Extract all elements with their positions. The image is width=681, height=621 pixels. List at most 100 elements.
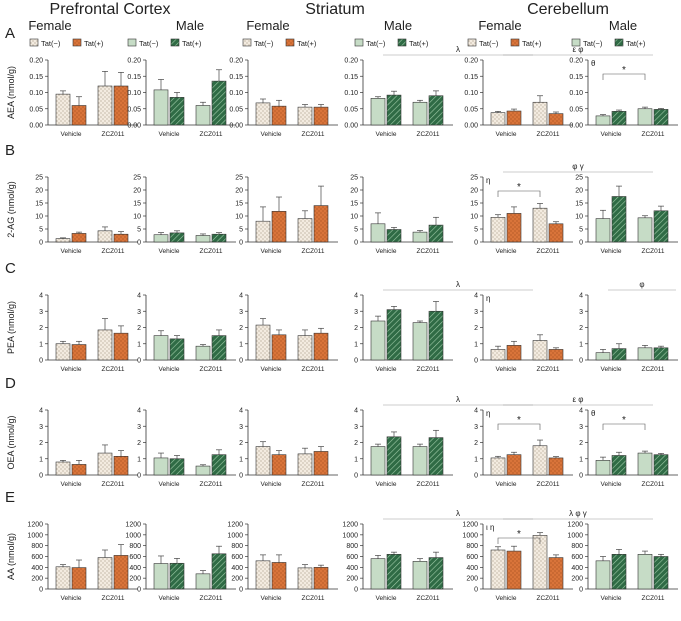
y-tick-label: 800 xyxy=(571,543,583,550)
y-tick-label: 5 xyxy=(239,227,243,234)
y-tick-label: 800 xyxy=(231,543,243,550)
y-tick-label: 400 xyxy=(231,565,243,572)
x-tick-label: ZCZ011 xyxy=(200,481,223,488)
y-tick-label: 1 xyxy=(354,341,358,348)
y-tick-label: 4 xyxy=(354,408,358,415)
bar xyxy=(55,93,71,126)
y-tick-label: 1200 xyxy=(462,522,478,529)
bar xyxy=(490,349,506,361)
y-axis-label: PEA (nmol/g) xyxy=(6,301,16,354)
y-tick-label: 0 xyxy=(474,240,478,247)
legend-swatch xyxy=(285,38,295,47)
y-tick-label: 10 xyxy=(133,214,141,221)
y-tick-label: 0 xyxy=(39,240,43,247)
significance-symbol: ε φ xyxy=(573,45,584,54)
y-tick-label: 4 xyxy=(39,408,43,415)
bar xyxy=(506,110,522,126)
y-tick-label: 400 xyxy=(466,565,478,572)
bar xyxy=(271,105,287,126)
bar xyxy=(255,560,271,590)
x-tick-label: ZCZ011 xyxy=(102,481,125,488)
bar xyxy=(55,461,71,476)
y-tick-label: 600 xyxy=(129,554,141,561)
bar xyxy=(532,207,548,243)
bar xyxy=(169,338,185,361)
bar xyxy=(211,454,227,476)
y-tick-label: 20 xyxy=(470,188,478,195)
y-tick-label: 4 xyxy=(474,408,478,415)
x-tick-label: Vehicle xyxy=(601,595,622,602)
x-tick-label: ZCZ011 xyxy=(642,481,665,488)
y-tick-label: 0.05 xyxy=(344,106,358,113)
bar xyxy=(55,238,71,243)
y-tick-label: 2 xyxy=(39,440,43,447)
bar xyxy=(297,453,313,476)
bar xyxy=(195,105,211,126)
y-tick-label: 20 xyxy=(235,188,243,195)
sex-title: Male xyxy=(609,18,637,33)
y-tick-label: 0 xyxy=(239,358,243,365)
y-tick-label: 0.05 xyxy=(29,106,43,113)
bar xyxy=(490,217,506,243)
legend-label: Tat(−) xyxy=(41,39,61,48)
bar xyxy=(255,446,271,476)
significance-bracket xyxy=(602,73,646,80)
bar xyxy=(71,233,87,243)
bar xyxy=(313,451,329,476)
bar xyxy=(169,97,185,126)
y-tick-label: 0.20 xyxy=(229,58,243,65)
bar xyxy=(490,549,506,590)
x-tick-label: Vehicle xyxy=(159,481,180,488)
y-tick-label: 0.00 xyxy=(29,123,43,130)
y-tick-label: 800 xyxy=(466,543,478,550)
bar xyxy=(153,89,169,126)
y-tick-label: 0 xyxy=(579,358,583,365)
x-tick-label: ZCZ011 xyxy=(102,595,125,602)
significance-bracket xyxy=(602,423,646,430)
y-tick-label: 4 xyxy=(39,293,43,300)
figure-plots: A AEA (nmol/g) 0.00 0.05 0.10 0.15 0.20 Vehicle… xyxy=(5,25,678,602)
bar xyxy=(113,555,129,590)
y-tick-label: 3 xyxy=(354,309,358,316)
y-tick-label: 2 xyxy=(239,325,243,332)
x-tick-label: Vehicle xyxy=(601,248,622,255)
panel-annotation: η xyxy=(486,294,490,303)
significance-star: * xyxy=(517,182,521,193)
y-tick-label: 10 xyxy=(235,214,243,221)
y-tick-label: 3 xyxy=(39,309,43,316)
bar xyxy=(255,102,271,126)
y-tick-label: 0.10 xyxy=(29,90,43,97)
bar xyxy=(97,452,113,476)
y-tick-label: 600 xyxy=(231,554,243,561)
y-tick-label: 800 xyxy=(31,543,43,550)
region-title: Striatum xyxy=(305,1,365,18)
bar xyxy=(386,436,402,476)
x-tick-label: ZCZ011 xyxy=(417,481,440,488)
y-tick-label: 0 xyxy=(239,587,243,594)
y-tick-label: 4 xyxy=(579,293,583,300)
bar xyxy=(548,113,564,126)
bar xyxy=(297,335,313,361)
x-tick-label: ZCZ011 xyxy=(200,595,223,602)
bar xyxy=(428,310,444,361)
y-tick-label: 1 xyxy=(39,341,43,348)
y-tick-label: 25 xyxy=(235,175,243,182)
legend-label: Tat(+) xyxy=(522,39,542,48)
x-tick-label: ZCZ011 xyxy=(102,366,125,373)
bar xyxy=(412,561,428,590)
legend-label: Tat(−) xyxy=(479,39,499,48)
row-letter: A xyxy=(5,25,15,42)
x-tick-label: ZCZ011 xyxy=(537,131,560,138)
y-tick-label: 0.15 xyxy=(229,74,243,81)
legend-label: Tat(+) xyxy=(297,39,317,48)
bar xyxy=(153,563,169,590)
x-tick-label: ZCZ011 xyxy=(200,366,223,373)
y-tick-label: 200 xyxy=(466,576,478,583)
panel-annotation: θ xyxy=(591,59,596,68)
y-tick-label: 0 xyxy=(354,358,358,365)
y-tick-label: 4 xyxy=(474,293,478,300)
x-tick-label: ZCZ011 xyxy=(200,248,223,255)
significance-symbol: λ xyxy=(456,45,460,54)
bar xyxy=(611,455,627,476)
region-title: Cerebellum xyxy=(527,1,609,18)
